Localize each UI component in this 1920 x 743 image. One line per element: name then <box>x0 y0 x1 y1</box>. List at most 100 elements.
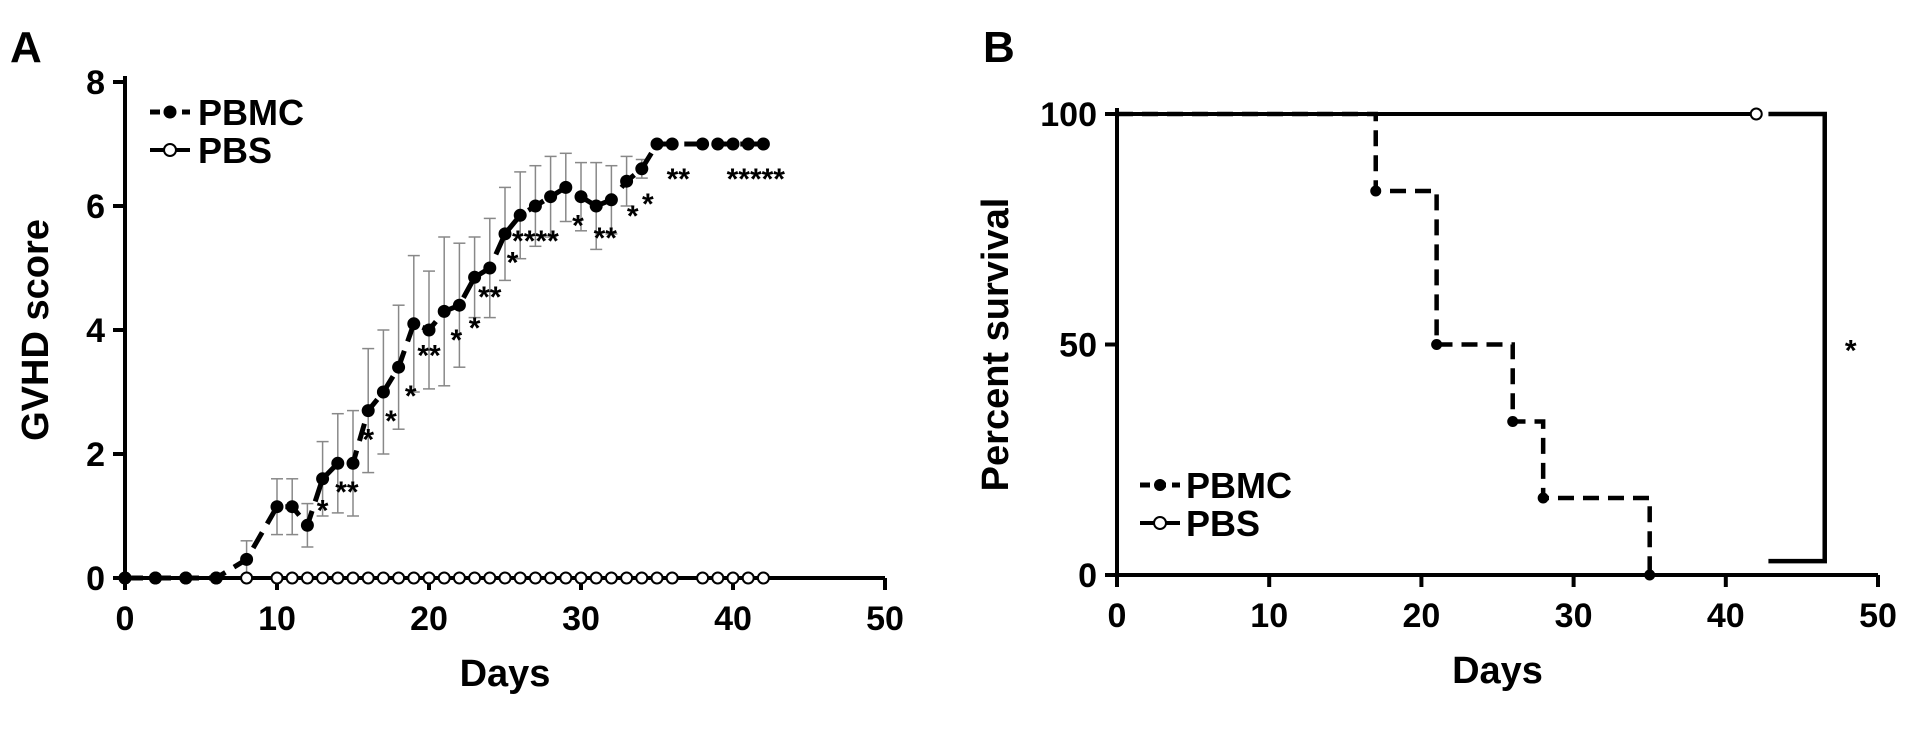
pbs-point <box>620 571 634 585</box>
pbs-point <box>544 571 558 585</box>
pbs-point <box>756 571 770 585</box>
pbmc-survival-point <box>1370 185 1382 197</box>
pbmc-point <box>650 137 664 151</box>
pbmc-point <box>361 404 375 418</box>
pbs-point <box>270 571 284 585</box>
pbs-point <box>392 571 406 585</box>
significance-star: * <box>642 188 654 221</box>
pbmc-point <box>300 518 314 532</box>
pbmc-survival-point <box>1431 339 1443 350</box>
legend-pbs-marker <box>163 143 177 157</box>
pbs-point <box>574 571 588 585</box>
significance-star: * <box>572 210 584 243</box>
pbs-point <box>665 571 679 585</box>
y-tick-label: 100 <box>1040 96 1097 134</box>
pbmc-point <box>665 137 679 151</box>
pbmc-point <box>376 385 390 399</box>
panel-letter-a: A <box>10 23 42 72</box>
pbmc-survival-point <box>1507 415 1519 427</box>
pbs-point <box>407 571 421 585</box>
pbs-point <box>513 571 527 585</box>
pbs-point <box>422 571 436 585</box>
x-tick-label: 30 <box>1555 597 1593 635</box>
x-tick-label: 0 <box>116 600 135 638</box>
pbmc-point <box>620 174 634 188</box>
significance-star: * <box>362 423 374 456</box>
pbs-point <box>741 571 755 585</box>
x-tick-label: 20 <box>1402 597 1440 635</box>
significance-bracket <box>1768 111 1827 564</box>
pbmc-point <box>331 456 345 470</box>
x-tick-label: 30 <box>562 600 600 638</box>
significance-star: * <box>1845 335 1857 368</box>
pbs-censor-point <box>1749 107 1763 121</box>
pbs-point <box>604 571 618 585</box>
pbmc-point <box>726 137 740 151</box>
y-tick-label: 6 <box>86 188 105 226</box>
significance-star: * <box>317 495 329 528</box>
significance-star: * <box>627 200 639 233</box>
pbmc-point <box>452 298 466 312</box>
y-tick-label: 0 <box>86 560 105 598</box>
pbmc-point <box>468 270 482 284</box>
pbmc-point <box>604 193 618 207</box>
legend-pbmc-marker <box>1154 479 1166 491</box>
y-tick-label: 0 <box>1078 557 1097 595</box>
x-tick-label: 10 <box>1250 597 1288 635</box>
pbmc-point <box>437 304 451 318</box>
pbmc-point <box>711 137 725 151</box>
significance-star: ***** <box>727 163 786 196</box>
pbmc-point <box>574 190 588 204</box>
pbmc-survival-point <box>1644 569 1656 581</box>
pbmc-point <box>285 500 299 514</box>
pbmc-survival-line <box>1117 111 1652 575</box>
pbmc-point <box>270 500 284 514</box>
significance-star: * <box>451 324 463 357</box>
pbmc-point <box>209 571 223 585</box>
pbs-point <box>300 571 314 585</box>
pbs-point <box>361 571 375 585</box>
panel-letter-b: B <box>983 23 1015 72</box>
pbs-point <box>240 571 254 585</box>
significance-star: ** <box>335 476 359 509</box>
pbs-point <box>726 571 740 585</box>
y-tick-label: 4 <box>86 312 105 350</box>
pbmc-point <box>240 552 254 566</box>
significance-star: ** <box>667 163 691 196</box>
pbs-point <box>316 571 330 585</box>
pbs-point <box>650 571 664 585</box>
pbmc-point <box>741 137 755 151</box>
panel-b-chart: 0 10 20 30 40 50 0 50 100 Days Percent survival * PB… <box>975 96 1897 692</box>
legend-pbmc-label: PBMC <box>1186 465 1292 506</box>
x-tick-label: 50 <box>1859 597 1897 635</box>
pbs-point <box>376 571 390 585</box>
significance-star: * <box>405 380 417 413</box>
pbs-point <box>437 571 451 585</box>
pbmc-point <box>635 162 649 176</box>
pbmc-point <box>513 208 527 222</box>
significance-star: **** <box>512 225 559 258</box>
legend-pbs-label: PBS <box>1186 503 1260 544</box>
pbs-point <box>635 571 649 585</box>
pbs-point <box>711 571 725 585</box>
pbmc-point <box>544 190 558 204</box>
pbmc-point <box>528 199 542 213</box>
pbmc-point <box>148 571 162 585</box>
significance-star: * <box>507 247 519 280</box>
pbmc-point <box>756 137 770 151</box>
significance-star: ** <box>417 340 441 373</box>
significance-star: * <box>469 312 481 345</box>
pbs-point <box>498 571 512 585</box>
significance-star: ** <box>478 281 502 314</box>
x-tick-label: 40 <box>714 600 752 638</box>
pbmc-point <box>483 261 497 275</box>
significance-star: ** <box>594 222 618 255</box>
pbs-point <box>528 571 542 585</box>
pbs-point <box>346 571 360 585</box>
significance-star: * <box>385 405 397 438</box>
pbmc-point <box>316 472 330 486</box>
pbmc-point <box>696 137 710 151</box>
y-tick-label: 2 <box>86 436 105 474</box>
